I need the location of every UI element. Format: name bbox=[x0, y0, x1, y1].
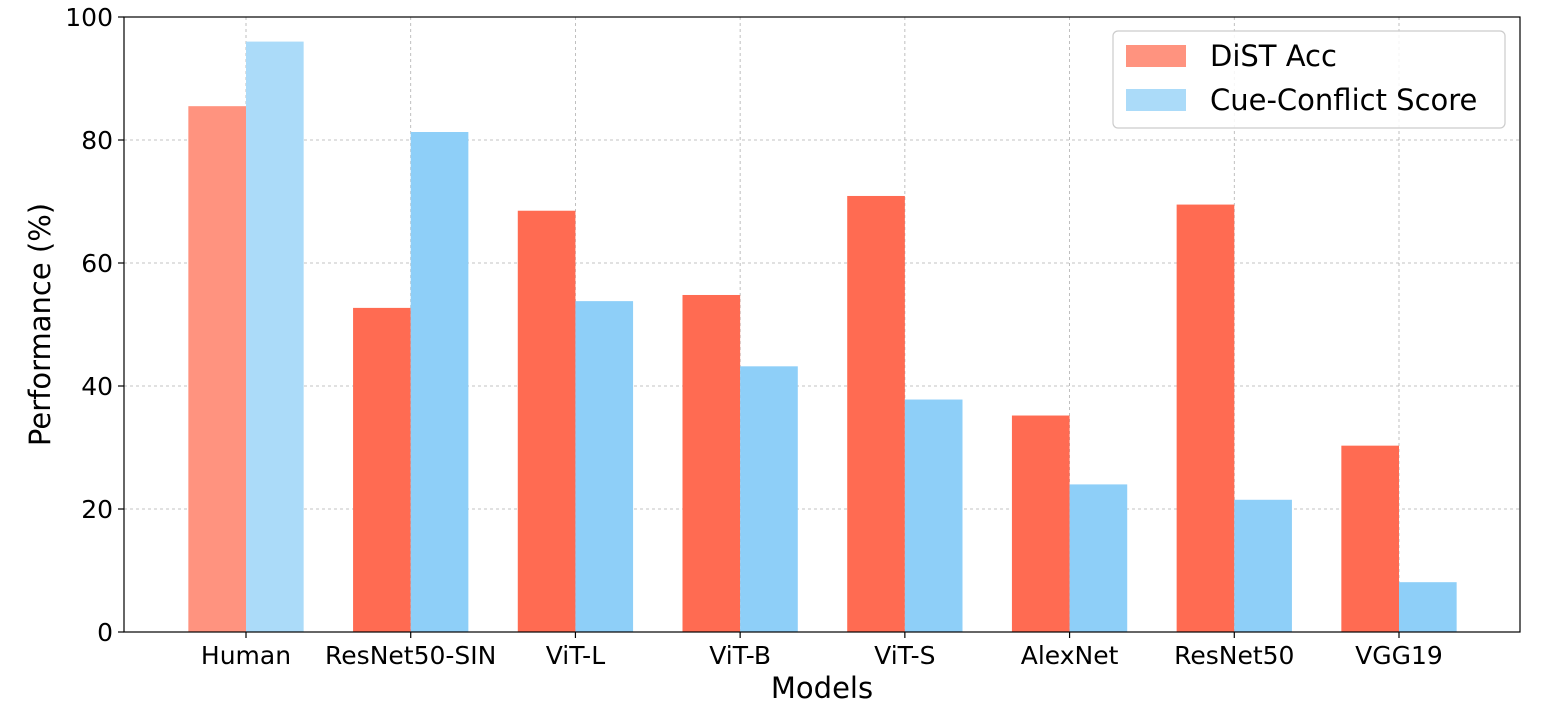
bar-dist-acc-vit-s bbox=[847, 195, 905, 632]
bar-cue-conflict-score-vgg19 bbox=[1399, 582, 1457, 632]
x-tick-label: ResNet50 bbox=[1174, 641, 1294, 670]
x-tick-label: AlexNet bbox=[1021, 641, 1119, 670]
x-axis: Human ResNet50-SIN ViT-L ViT-B ViT-S AlexNet R… bbox=[201, 632, 1443, 670]
bar-cue-conflict-score-vit-l bbox=[575, 301, 634, 632]
x-tick-label: ViT-L bbox=[546, 641, 605, 670]
x-axis-label: Models bbox=[771, 671, 873, 705]
bar-cue-conflict-score-resnet50 bbox=[1234, 499, 1292, 632]
y-axis: 0 20 40 60 80 100 bbox=[65, 3, 124, 647]
y-axis-label: Performance (%) bbox=[23, 203, 57, 446]
y-tick-label: 20 bbox=[81, 495, 113, 524]
bar-dist-acc-alexnet bbox=[1011, 415, 1070, 632]
bar-dist-acc-vgg19 bbox=[1341, 445, 1399, 632]
legend: DiST Acc Cue-Conflict Score bbox=[1112, 30, 1506, 129]
y-tick-label: 80 bbox=[81, 126, 113, 155]
legend-swatch bbox=[1126, 89, 1186, 111]
y-tick-label: 0 bbox=[97, 618, 113, 647]
y-tick-label: 100 bbox=[65, 3, 113, 32]
bar-cue-conflict-score-resnet50-sin bbox=[410, 132, 469, 632]
bar-cue-conflict-score-human bbox=[246, 41, 304, 633]
x-tick-label: ViT-B bbox=[709, 641, 771, 670]
x-tick-label: Human bbox=[201, 641, 291, 670]
legend-entry: Cue-Conflict Score bbox=[1210, 83, 1477, 117]
bar-dist-acc-resnet50 bbox=[1176, 204, 1235, 632]
bars bbox=[188, 41, 1457, 633]
y-tick-label: 60 bbox=[81, 249, 113, 278]
bar-cue-conflict-score-vit-b bbox=[740, 366, 798, 632]
bar-dist-acc-vit-l bbox=[517, 210, 576, 632]
legend-box bbox=[1112, 30, 1506, 129]
bar-cue-conflict-score-vit-s bbox=[904, 399, 963, 632]
x-tick-label: VGG19 bbox=[1355, 641, 1443, 670]
y-tick-label: 40 bbox=[81, 372, 113, 401]
legend-entry: DiST Acc bbox=[1210, 39, 1337, 73]
plot-frame bbox=[123, 16, 1521, 633]
bar-cue-conflict-score-alexnet bbox=[1069, 484, 1128, 632]
legend-swatch bbox=[1126, 45, 1186, 67]
bar-dist-acc-vit-b bbox=[682, 294, 741, 632]
bar-dist-acc-human bbox=[188, 106, 246, 633]
x-tick-label: ResNet50-SIN bbox=[325, 641, 496, 670]
bar-dist-acc-resnet50-sin bbox=[353, 307, 411, 632]
x-tick-label: ViT-S bbox=[874, 641, 935, 670]
